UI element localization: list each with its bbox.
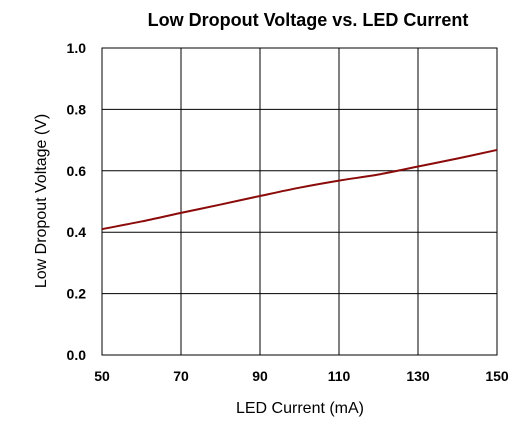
grid (101, 47, 498, 356)
y-tick-label: 0.2 (67, 286, 87, 302)
series-layer (101, 148, 498, 231)
x-tick-label: 50 (94, 368, 110, 384)
x-tick-label: 90 (252, 368, 268, 384)
y-axis-label: Low Dropout Voltage (V) (33, 114, 50, 288)
plot-frame (101, 47, 498, 356)
x-tick-label: 130 (406, 368, 430, 384)
y-tick-label: 0.0 (67, 347, 87, 363)
y-tick-label: 0.6 (67, 163, 87, 179)
chart-title: Low Dropout Voltage vs. LED Current (148, 10, 469, 30)
y-tick-label: 0.4 (67, 224, 87, 240)
y-tick-label: 0.8 (67, 101, 87, 117)
x-tick-label: 150 (485, 368, 509, 384)
x-tick-label: 70 (173, 368, 189, 384)
y-tick-labels: 0.0 0.2 0.4 0.6 0.8 1.0 (67, 40, 87, 363)
x-axis-label: LED Current (mA) (236, 400, 364, 417)
x-tick-label: 110 (328, 368, 351, 384)
x-tick-labels: 50 70 90 110 130 150 (94, 368, 509, 384)
series-line-0 (101, 148, 498, 231)
y-tick-label: 1.0 (67, 40, 87, 56)
